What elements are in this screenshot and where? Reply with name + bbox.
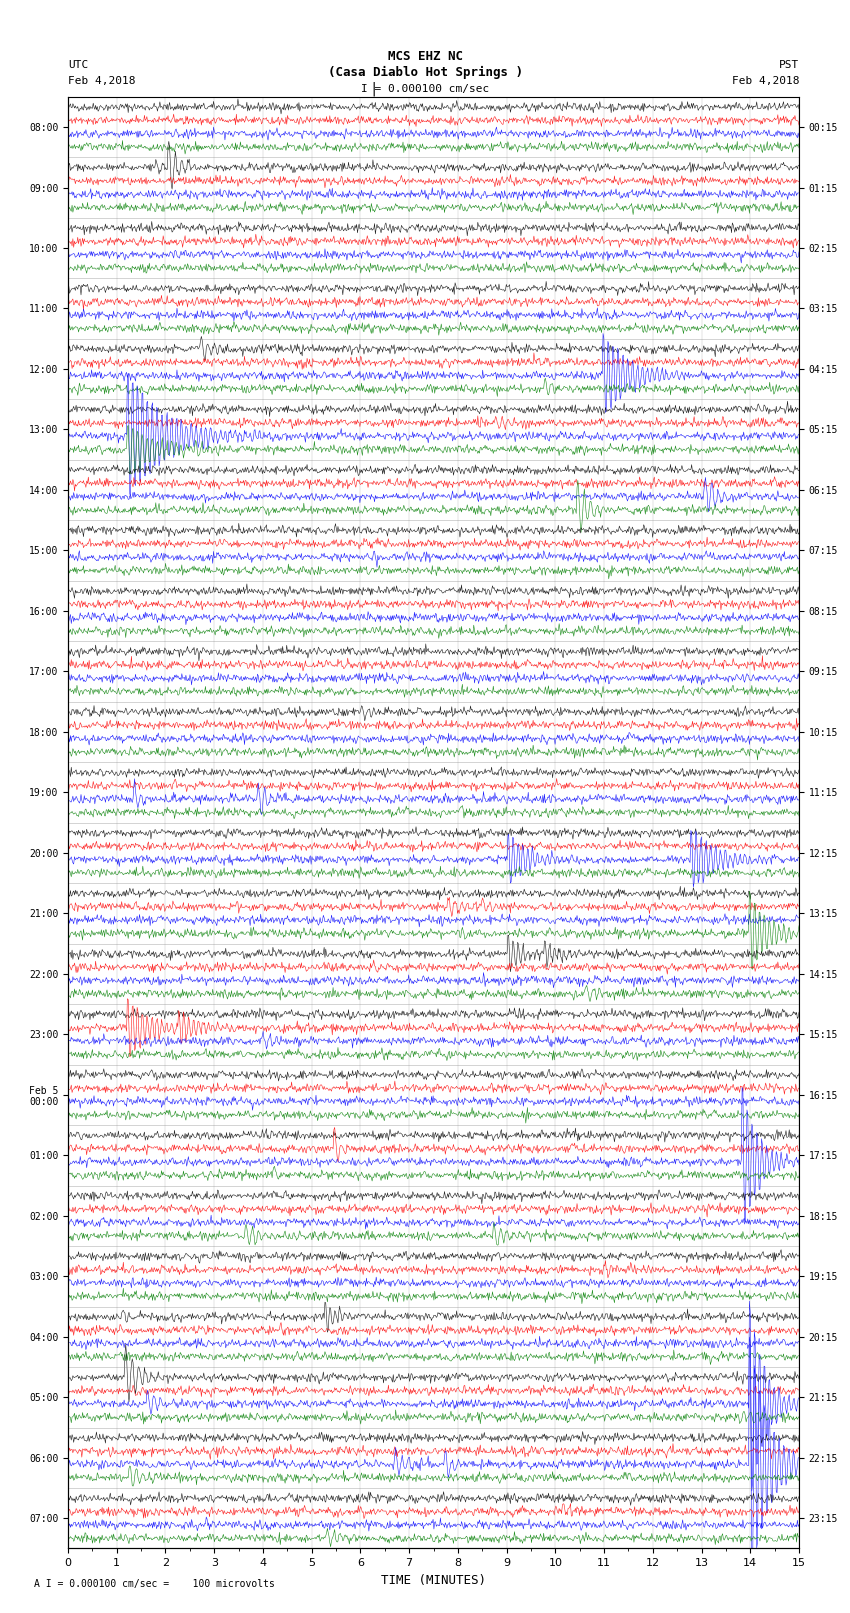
Text: UTC: UTC [68,60,88,69]
Text: Feb 4,2018: Feb 4,2018 [732,76,799,85]
Text: Feb 4,2018: Feb 4,2018 [68,76,135,85]
Text: I = 0.000100 cm/sec: I = 0.000100 cm/sec [361,84,489,94]
X-axis label: TIME (MINUTES): TIME (MINUTES) [381,1574,486,1587]
Text: (Casa Diablo Hot Springs ): (Casa Diablo Hot Springs ) [327,66,523,79]
Text: |: | [370,82,378,95]
Text: A I = 0.000100 cm/sec =    100 microvolts: A I = 0.000100 cm/sec = 100 microvolts [34,1579,275,1589]
Text: MCS EHZ NC: MCS EHZ NC [388,50,462,63]
Text: PST: PST [779,60,799,69]
